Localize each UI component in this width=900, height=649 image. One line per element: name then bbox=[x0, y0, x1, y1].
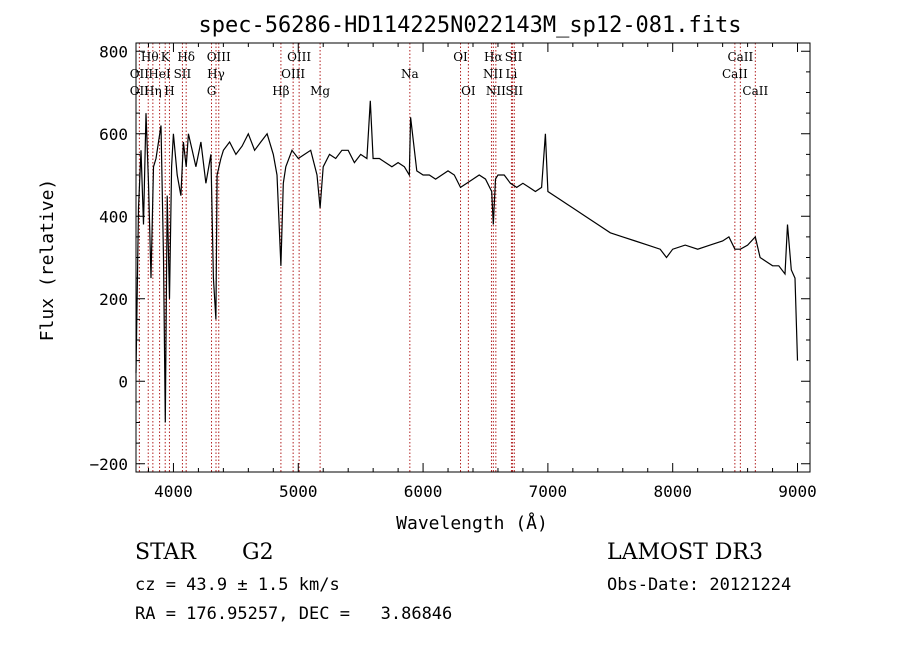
ra-dec-coords: RA = 176.95257, DEC = 3.86846 bbox=[135, 604, 453, 624]
line-label: OI bbox=[461, 84, 476, 98]
x-tick-label: 6000 bbox=[404, 482, 443, 501]
line-label: SII bbox=[174, 67, 192, 81]
plot-frame bbox=[135, 42, 811, 473]
line-label: OIII bbox=[281, 67, 305, 81]
spectral-lines-layer bbox=[138, 43, 756, 472]
line-label: H bbox=[164, 84, 174, 98]
object-class: STAR bbox=[135, 540, 196, 565]
spectrum-line bbox=[135, 100, 799, 423]
line-label: Mg bbox=[310, 84, 330, 98]
line-label: HeI bbox=[148, 67, 171, 81]
y-axis-label: Flux (relative) bbox=[37, 179, 58, 342]
line-label: Hθ bbox=[141, 50, 159, 64]
y-tick-label: 400 bbox=[99, 207, 128, 226]
line-label: NII bbox=[486, 84, 506, 98]
line-label: Hδ bbox=[177, 50, 195, 64]
obs-date: Obs-Date: 20121224 bbox=[607, 575, 792, 595]
line-label: OI bbox=[453, 50, 468, 64]
line-label: OII bbox=[130, 67, 150, 81]
line-label: NII bbox=[483, 67, 503, 81]
object-subclass: G2 bbox=[242, 540, 274, 565]
y-tick-label: 600 bbox=[99, 125, 128, 144]
y-tick-label: −200 bbox=[89, 455, 128, 474]
y-tick-label: 0 bbox=[118, 372, 128, 391]
x-tick-label: 4000 bbox=[154, 482, 193, 501]
line-label: OII bbox=[130, 84, 150, 98]
line-label: Na bbox=[401, 67, 419, 81]
x-tick-label: 9000 bbox=[778, 482, 817, 501]
line-label: SII bbox=[505, 50, 523, 64]
line-label: OIII bbox=[207, 50, 231, 64]
x-axis-ticks: 4000 5000 6000 7000 8000 9000 bbox=[147, 43, 817, 501]
line-label: G bbox=[207, 84, 217, 98]
line-label: Li bbox=[506, 67, 518, 81]
line-label: Hη bbox=[144, 84, 162, 98]
chart-title: spec-56286-HD114225N022143M_sp12-081.fit… bbox=[198, 13, 741, 38]
x-axis-label: Wavelength (Å) bbox=[396, 512, 548, 534]
redshift-cz: cz = 43.9 ± 1.5 km/s bbox=[135, 575, 340, 595]
x-tick-label: 5000 bbox=[279, 482, 318, 501]
y-axis-ticks: −200 0 200 400 600 800 bbox=[89, 42, 810, 474]
line-label: SII bbox=[505, 84, 523, 98]
line-label: K bbox=[161, 50, 171, 64]
line-label: Hγ bbox=[207, 67, 225, 81]
line-label: CaII bbox=[722, 67, 748, 81]
line-label: CaII bbox=[742, 84, 768, 98]
line-label: Hα bbox=[484, 50, 503, 64]
x-tick-label: 7000 bbox=[529, 482, 568, 501]
x-tick-label: 8000 bbox=[653, 482, 692, 501]
line-label: CaII bbox=[727, 50, 753, 64]
y-tick-label: 200 bbox=[99, 290, 128, 309]
y-tick-label: 800 bbox=[99, 42, 128, 61]
survey-name: LAMOST DR3 bbox=[607, 540, 763, 565]
line-label: Hβ bbox=[272, 84, 289, 98]
line-label: OIII bbox=[287, 50, 311, 64]
